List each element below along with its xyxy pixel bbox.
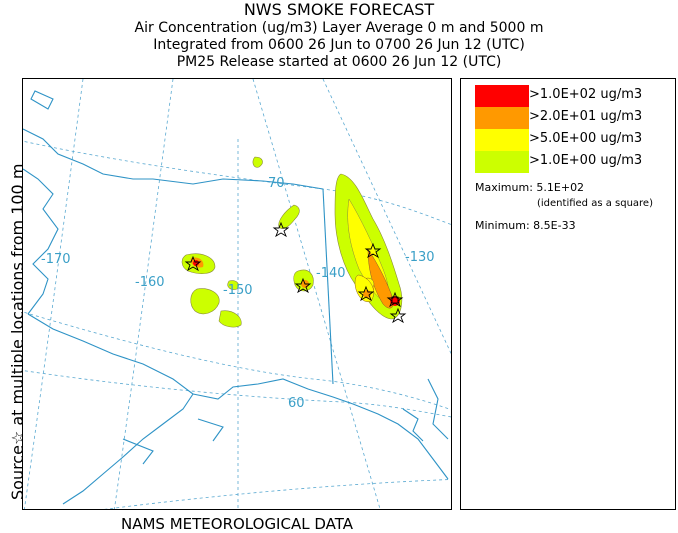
graticule-lines [23, 79, 451, 509]
plume-small-west [227, 280, 239, 290]
lat-label-60: 60 [288, 396, 305, 411]
plume-east-core [390, 296, 400, 306]
maximum-square [391, 296, 399, 304]
meridian-minus-180 [24, 79, 84, 509]
smoke-plumes [181, 156, 403, 328]
lon-label-150: -150 [223, 283, 253, 298]
maximum-value: Maximum: 5.1E+02 [475, 181, 585, 194]
legend-swatch-orange [475, 107, 529, 129]
source-star-4 [357, 285, 375, 302]
lon-label-140: -140 [316, 266, 346, 281]
latitude-line-55 [104, 479, 451, 509]
legend-label: >2.0E+01 ug/m3 [529, 109, 643, 124]
subtitle-integration: Integrated from 0600 26 Jun to 0700 26 J… [153, 37, 525, 53]
source-star-2 [272, 221, 290, 238]
legend-item-2: >2.0E+01 ug/m3 [475, 107, 675, 129]
alaska-peninsula-coast [27, 313, 194, 505]
lat-label-70: 70 [268, 176, 285, 191]
panhandle-coast [427, 378, 449, 440]
source-star-7 [364, 242, 382, 259]
source-star-3 [294, 277, 312, 294]
legend-swatch-lime [475, 151, 529, 173]
plume-southwest-2 [218, 310, 242, 328]
met-data-footer: NAMS METEOROLOGICAL DATA [121, 515, 353, 533]
legend-item-1: >1.0E+02 ug/m3 [475, 85, 675, 107]
map-title: NWS SMOKE FORECAST [243, 0, 435, 19]
minimum-value: Minimum: 8.5E-33 [475, 219, 576, 232]
panhandle-coast-2 [402, 408, 424, 442]
island-coast [30, 90, 54, 110]
plume-southwest [190, 288, 220, 315]
lon-label-130: -130 [405, 250, 435, 265]
lon-label-160: -160 [135, 275, 165, 290]
meridian-minus-170 [114, 79, 174, 509]
legend-label: >1.0E+02 ug/m3 [529, 87, 643, 102]
legend-label: >5.0E+00 ug/m3 [529, 131, 643, 146]
latitude-line-65 [23, 311, 451, 411]
legend-label: >1.0E+00 ug/m3 [529, 153, 643, 168]
legend-swatch-red [475, 85, 529, 107]
subtitle-release: PM25 Release started at 0600 26 Jun 12 (… [176, 54, 502, 70]
source-star-1 [184, 255, 202, 272]
meridian-minus-130 [322, 79, 451, 355]
arctic-coast [23, 128, 324, 190]
legend-swatch-yellow [475, 129, 529, 151]
map-canvas: -170 -160 -150 -140 -130 70 60 [23, 79, 451, 509]
gulf-coast [192, 378, 449, 480]
plume-small-north [252, 156, 263, 168]
legend-item-3: >5.0E+00 ug/m3 [475, 129, 675, 151]
island-coast-3 [197, 418, 224, 442]
map-panel: -170 -160 -150 -140 -130 70 60 [22, 78, 452, 510]
meridian-minus-140 [252, 79, 381, 509]
maximum-note: (identified as a square) [537, 198, 653, 209]
latitude-line-70 [23, 140, 451, 225]
subtitle-concentration: Air Concentration (ug/m3) Layer Average … [134, 20, 544, 36]
legend-panel: >1.0E+02 ug/m3 >2.0E+01 ug/m3 >5.0E+00 u… [460, 78, 676, 510]
latitude-line-60 [23, 370, 451, 418]
coastlines [23, 90, 449, 505]
plume-north [278, 204, 300, 229]
legend-item-4: >1.0E+00 ug/m3 [475, 151, 675, 173]
source-star-6 [389, 307, 407, 324]
border-line [322, 188, 334, 385]
lon-label-170: -170 [41, 252, 71, 267]
bering-coast [23, 168, 59, 315]
island-coast-2 [122, 438, 154, 465]
source-markers [184, 221, 407, 324]
